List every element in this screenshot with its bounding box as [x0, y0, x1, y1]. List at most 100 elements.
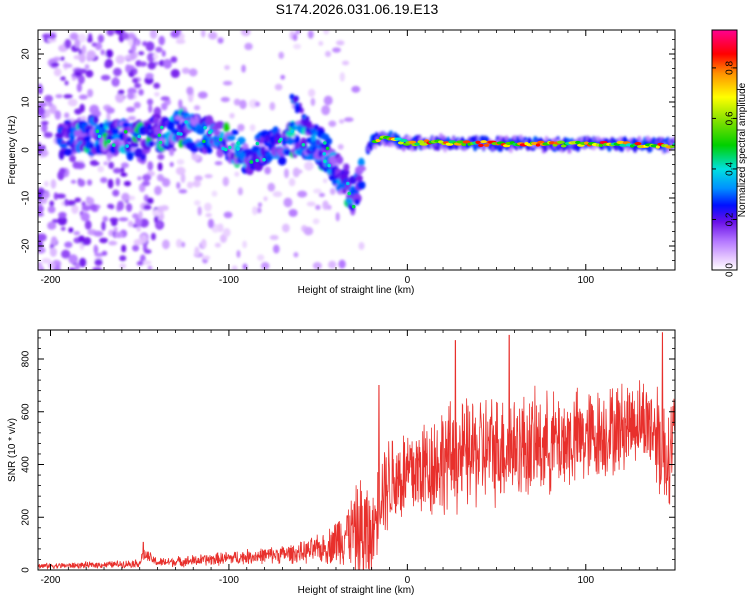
heatmap-cell — [94, 258, 103, 266]
heatmap-cell — [347, 202, 353, 209]
heatmap-cell — [59, 143, 68, 149]
heatmap-cell — [288, 208, 298, 217]
heatmap-cell — [114, 30, 125, 35]
heatmap-cell — [160, 177, 167, 183]
heatmap-cell — [108, 161, 115, 169]
heatmap-cell — [310, 97, 316, 107]
heatmap-cell — [269, 234, 279, 241]
heatmap-cell — [180, 173, 186, 184]
heatmap-cell — [326, 204, 332, 210]
heatmap-cell — [77, 179, 86, 187]
heatmap-cell — [74, 129, 84, 138]
heatmap-cell — [62, 63, 73, 68]
heatmap-cell — [229, 112, 235, 119]
heatmap-cell — [272, 244, 280, 254]
heatmap-cell — [64, 241, 73, 248]
heatmap-cell — [106, 112, 111, 122]
heatmap-cell — [110, 219, 118, 227]
heatmap-cell — [100, 177, 108, 184]
heatmap-cell — [49, 247, 57, 257]
heatmap-cell — [38, 261, 43, 270]
heatmap-cell — [120, 162, 129, 169]
heatmap-cell — [176, 158, 185, 165]
heatmap-cell — [332, 179, 338, 186]
heatmap-cell — [115, 54, 125, 64]
heatmap-cell — [176, 123, 182, 131]
heatmap-cell — [50, 62, 60, 67]
spectrogram-hot-spots — [95, 120, 675, 209]
heatmap-cell — [214, 242, 222, 248]
heatmap-cell — [317, 149, 323, 156]
heatmap-cell — [58, 211, 67, 219]
spectrogram-frame — [37, 29, 676, 271]
heatmap-cell — [111, 143, 116, 147]
heatmap-cell — [292, 167, 300, 178]
heatmap-cell — [202, 139, 206, 144]
heatmap-cell — [41, 258, 52, 264]
heatmap-cell — [193, 114, 199, 121]
heatmap-cell — [93, 230, 104, 237]
heatmap-cell — [119, 255, 127, 262]
heatmap-cell — [224, 65, 231, 70]
spectrogram-ytick-label: 10 — [21, 96, 32, 108]
heatmap-cell — [160, 96, 170, 101]
snr-frame — [37, 329, 676, 571]
heatmap-cell — [176, 181, 181, 189]
heatmap-cell — [236, 250, 241, 258]
heatmap-cell — [163, 58, 172, 69]
heatmap-cell — [94, 252, 104, 257]
heatmap-cell — [80, 212, 90, 222]
heatmap-cell — [407, 135, 412, 141]
heatmap-cell — [483, 143, 490, 147]
heatmap-cell — [83, 135, 92, 143]
heatmap-cell — [194, 246, 200, 257]
heatmap-cell — [49, 200, 55, 207]
heatmap-cell — [136, 261, 144, 266]
heatmap-cell — [158, 35, 165, 46]
heatmap-cell — [112, 189, 120, 197]
heatmap-cell — [72, 161, 81, 169]
heatmap-cell — [132, 77, 139, 84]
heatmap-cell — [338, 119, 345, 124]
heatmap-cell — [126, 151, 134, 161]
heatmap-cell — [188, 68, 198, 77]
heatmap-cell — [144, 249, 152, 254]
heatmap-cell — [337, 143, 344, 150]
heatmap-cell — [115, 93, 125, 103]
heatmap-cell — [71, 204, 79, 214]
heatmap-cell — [147, 52, 155, 63]
heatmap-cell — [38, 212, 45, 217]
heatmap-cell — [206, 146, 213, 154]
heatmap-cell — [38, 233, 43, 243]
heatmap-cell — [68, 254, 78, 265]
heatmap-cell — [637, 135, 642, 141]
heatmap-cell — [43, 94, 54, 103]
heatmap-cell — [280, 74, 286, 80]
heatmap-cell — [80, 115, 87, 122]
heatmap-cell — [83, 237, 92, 246]
heatmap-cell — [216, 148, 224, 158]
heatmap-cell — [89, 203, 98, 211]
heatmap-cell — [341, 188, 347, 195]
heatmap-cell — [438, 133, 443, 139]
heatmap-cell — [129, 52, 136, 61]
heatmap-cell — [63, 148, 73, 157]
spectrogram-xlabel: Height of straight line (km) — [298, 285, 415, 296]
snr-ytick-label: 400 — [21, 456, 32, 473]
snr-ytick-label: 600 — [21, 403, 32, 420]
heatmap-cell — [138, 210, 143, 220]
heatmap-cell — [120, 172, 128, 177]
heatmap-cell — [318, 41, 324, 46]
heatmap-cell — [148, 104, 153, 113]
heatmap-cell — [260, 262, 270, 270]
heatmap-cell — [53, 192, 59, 201]
heatmap-cell — [255, 141, 260, 146]
heatmap-cell — [419, 142, 429, 146]
heatmap-cell — [461, 142, 467, 147]
heatmap-cell — [351, 85, 361, 93]
heatmap-cell — [335, 40, 345, 46]
heatmap-cell — [149, 30, 158, 39]
heatmap-cell — [79, 68, 87, 74]
heatmap-cell — [43, 131, 53, 139]
